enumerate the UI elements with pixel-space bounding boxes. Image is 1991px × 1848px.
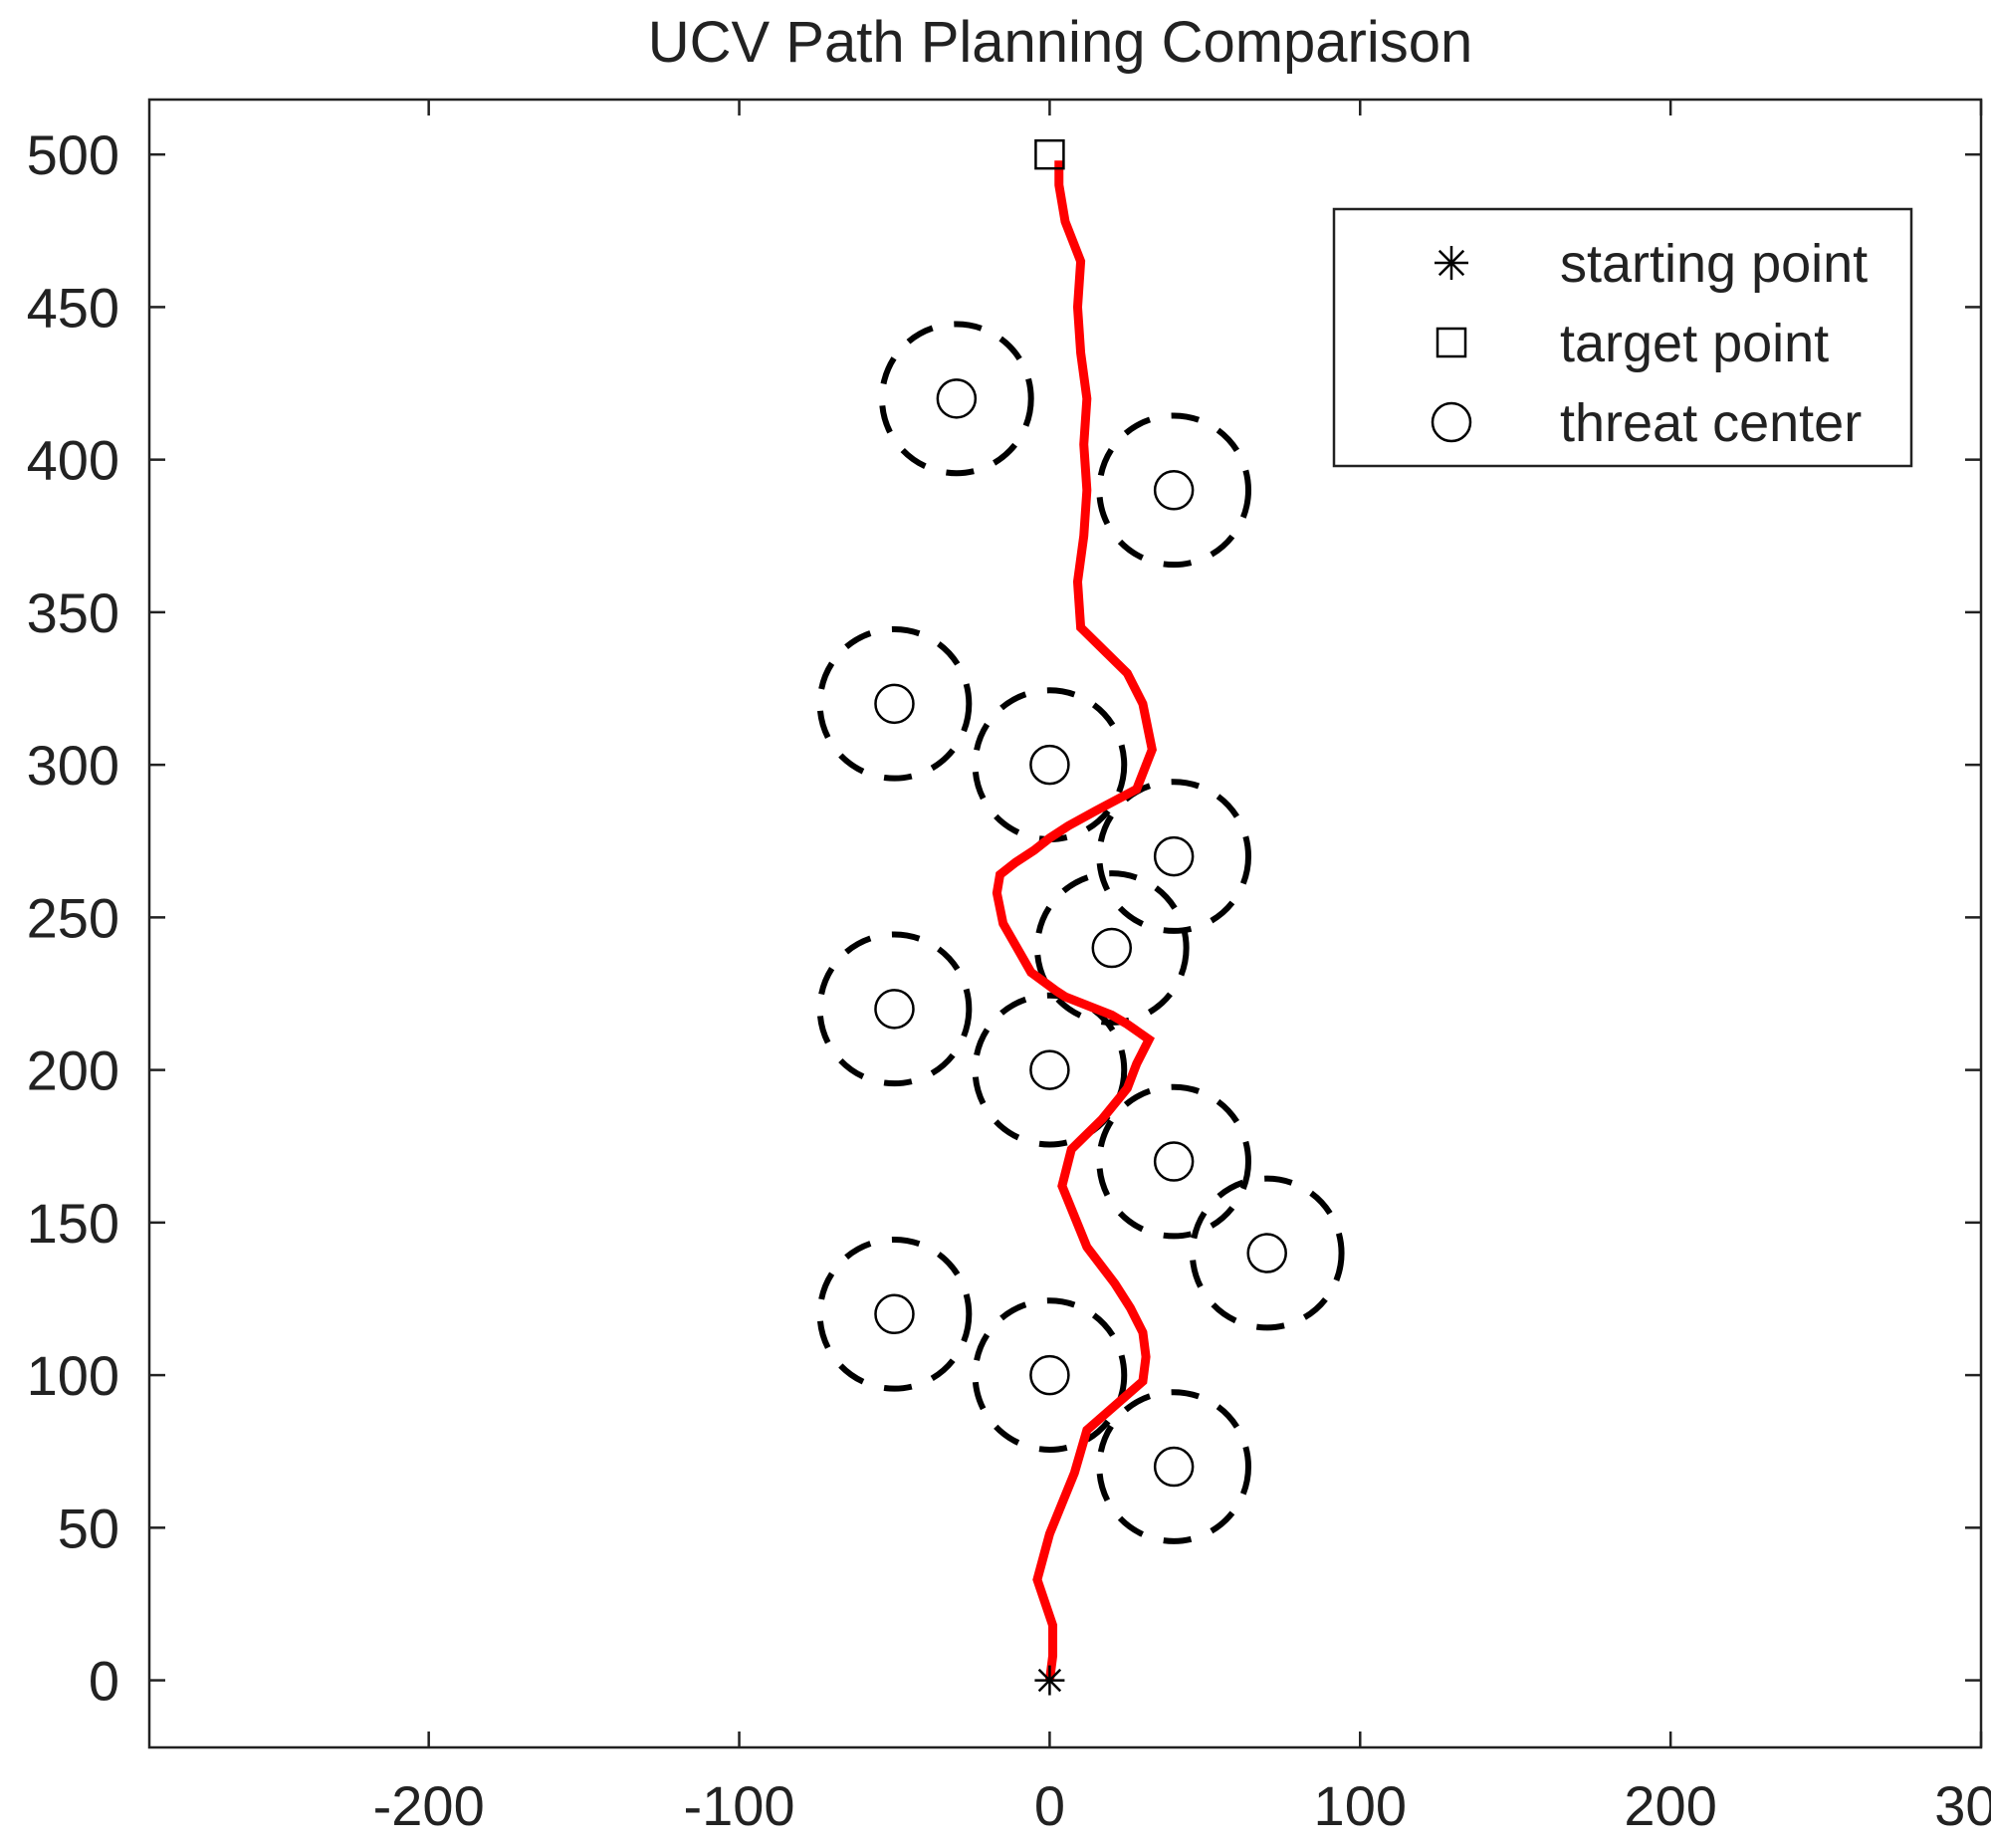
- threat-zone: [816, 931, 973, 1087]
- path-layer: [992, 160, 1157, 1682]
- threat-center-marker: [1153, 1446, 1195, 1488]
- threat-zones-layer: [816, 321, 1345, 1544]
- y-tick-label: 350: [27, 581, 119, 644]
- axes-layer: -200 -100 0 100 200 300 0 50 100 150 200 250 300 350 4…: [27, 98, 1991, 1837]
- threat-zone: [1096, 412, 1252, 569]
- x-tick-label: -100: [683, 1774, 794, 1837]
- planned-path-line: [992, 160, 1157, 1682]
- y-tick-label: 200: [27, 1040, 119, 1102]
- y-tick-label: 250: [27, 886, 119, 949]
- threat-center-marker: [1153, 835, 1195, 877]
- threat-zone: [1096, 779, 1252, 934]
- threat-zone: [816, 625, 973, 782]
- threat-center-marker: [1153, 470, 1195, 511]
- threat-center-marker: [936, 378, 978, 419]
- threat-center-marker: [874, 1293, 915, 1335]
- threat-center-marker: [1029, 744, 1070, 786]
- threat-zone: [972, 1297, 1128, 1453]
- x-tick-label: 300: [1934, 1774, 1991, 1837]
- threat-zone: [816, 1236, 973, 1392]
- y-tick-label: 500: [27, 123, 119, 186]
- threat-center-marker: [1091, 927, 1133, 969]
- threat-center-marker: [1029, 1049, 1070, 1090]
- legend-label: target point: [1560, 314, 1829, 373]
- threat-zone: [1033, 870, 1190, 1026]
- threat-zone: [1096, 1083, 1252, 1240]
- x-tick-label: 200: [1624, 1774, 1716, 1837]
- legend-marker-asterisk: [1435, 246, 1468, 280]
- y-tick-label: 0: [89, 1650, 119, 1713]
- threat-zone: [972, 992, 1128, 1148]
- legend-label: threat center: [1560, 393, 1862, 453]
- legend-marker-circle: [1431, 401, 1472, 443]
- x-tick-label: 100: [1314, 1774, 1407, 1837]
- threat-zone: [879, 321, 1034, 477]
- target-point-marker: [1034, 138, 1065, 170]
- threat-center-marker: [1246, 1233, 1287, 1273]
- y-tick-label: 300: [27, 734, 119, 797]
- threat-center-marker: [1153, 1141, 1195, 1182]
- threat-zone: [1189, 1175, 1345, 1331]
- x-tick-label: 0: [1034, 1774, 1065, 1837]
- threat-center-marker: [1029, 1354, 1070, 1396]
- threat-zone: [1096, 1389, 1252, 1544]
- legend-label: starting point: [1560, 234, 1868, 294]
- legend-box: [1332, 207, 1913, 468]
- y-tick-label: 400: [27, 429, 119, 492]
- threat-center-marker: [874, 989, 915, 1030]
- legend-marker-square: [1436, 327, 1467, 358]
- y-tick-label: 150: [27, 1192, 119, 1255]
- y-tick-label: 100: [27, 1344, 119, 1407]
- starting-point-marker: [1034, 1665, 1065, 1696]
- points-layer: [874, 138, 1287, 1696]
- plot-frame: [147, 98, 1983, 1749]
- x-tick-label: -200: [373, 1774, 485, 1837]
- threat-center-marker: [874, 683, 915, 725]
- legend: starting point target point threat center: [1332, 207, 1913, 468]
- chart-title: UCV Path Planning Comparison: [648, 10, 1473, 75]
- y-tick-label: 450: [27, 276, 119, 339]
- y-tick-label: 50: [58, 1497, 119, 1559]
